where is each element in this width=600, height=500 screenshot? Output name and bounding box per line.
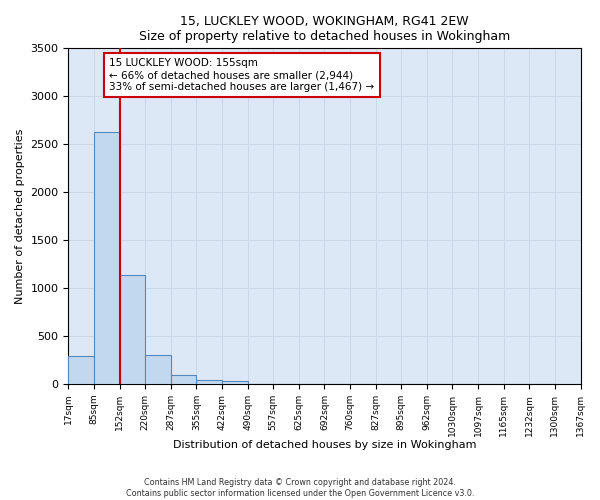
Text: 15 LUCKLEY WOOD: 155sqm
← 66% of detached houses are smaller (2,944)
33% of semi: 15 LUCKLEY WOOD: 155sqm ← 66% of detache…	[109, 58, 374, 92]
Bar	[94, 132, 119, 384]
X-axis label: Distribution of detached houses by size in Wokingham: Distribution of detached houses by size …	[173, 440, 476, 450]
Bar	[171, 375, 196, 384]
Bar	[222, 380, 248, 384]
Bar	[145, 355, 171, 384]
Bar	[68, 356, 94, 384]
Title: 15, LUCKLEY WOOD, WOKINGHAM, RG41 2EW
Size of property relative to detached hous: 15, LUCKLEY WOOD, WOKINGHAM, RG41 2EW Si…	[139, 15, 510, 43]
Bar	[119, 274, 145, 384]
Text: Contains HM Land Registry data © Crown copyright and database right 2024.
Contai: Contains HM Land Registry data © Crown c…	[126, 478, 474, 498]
Bar	[196, 380, 222, 384]
Y-axis label: Number of detached properties: Number of detached properties	[15, 128, 25, 304]
